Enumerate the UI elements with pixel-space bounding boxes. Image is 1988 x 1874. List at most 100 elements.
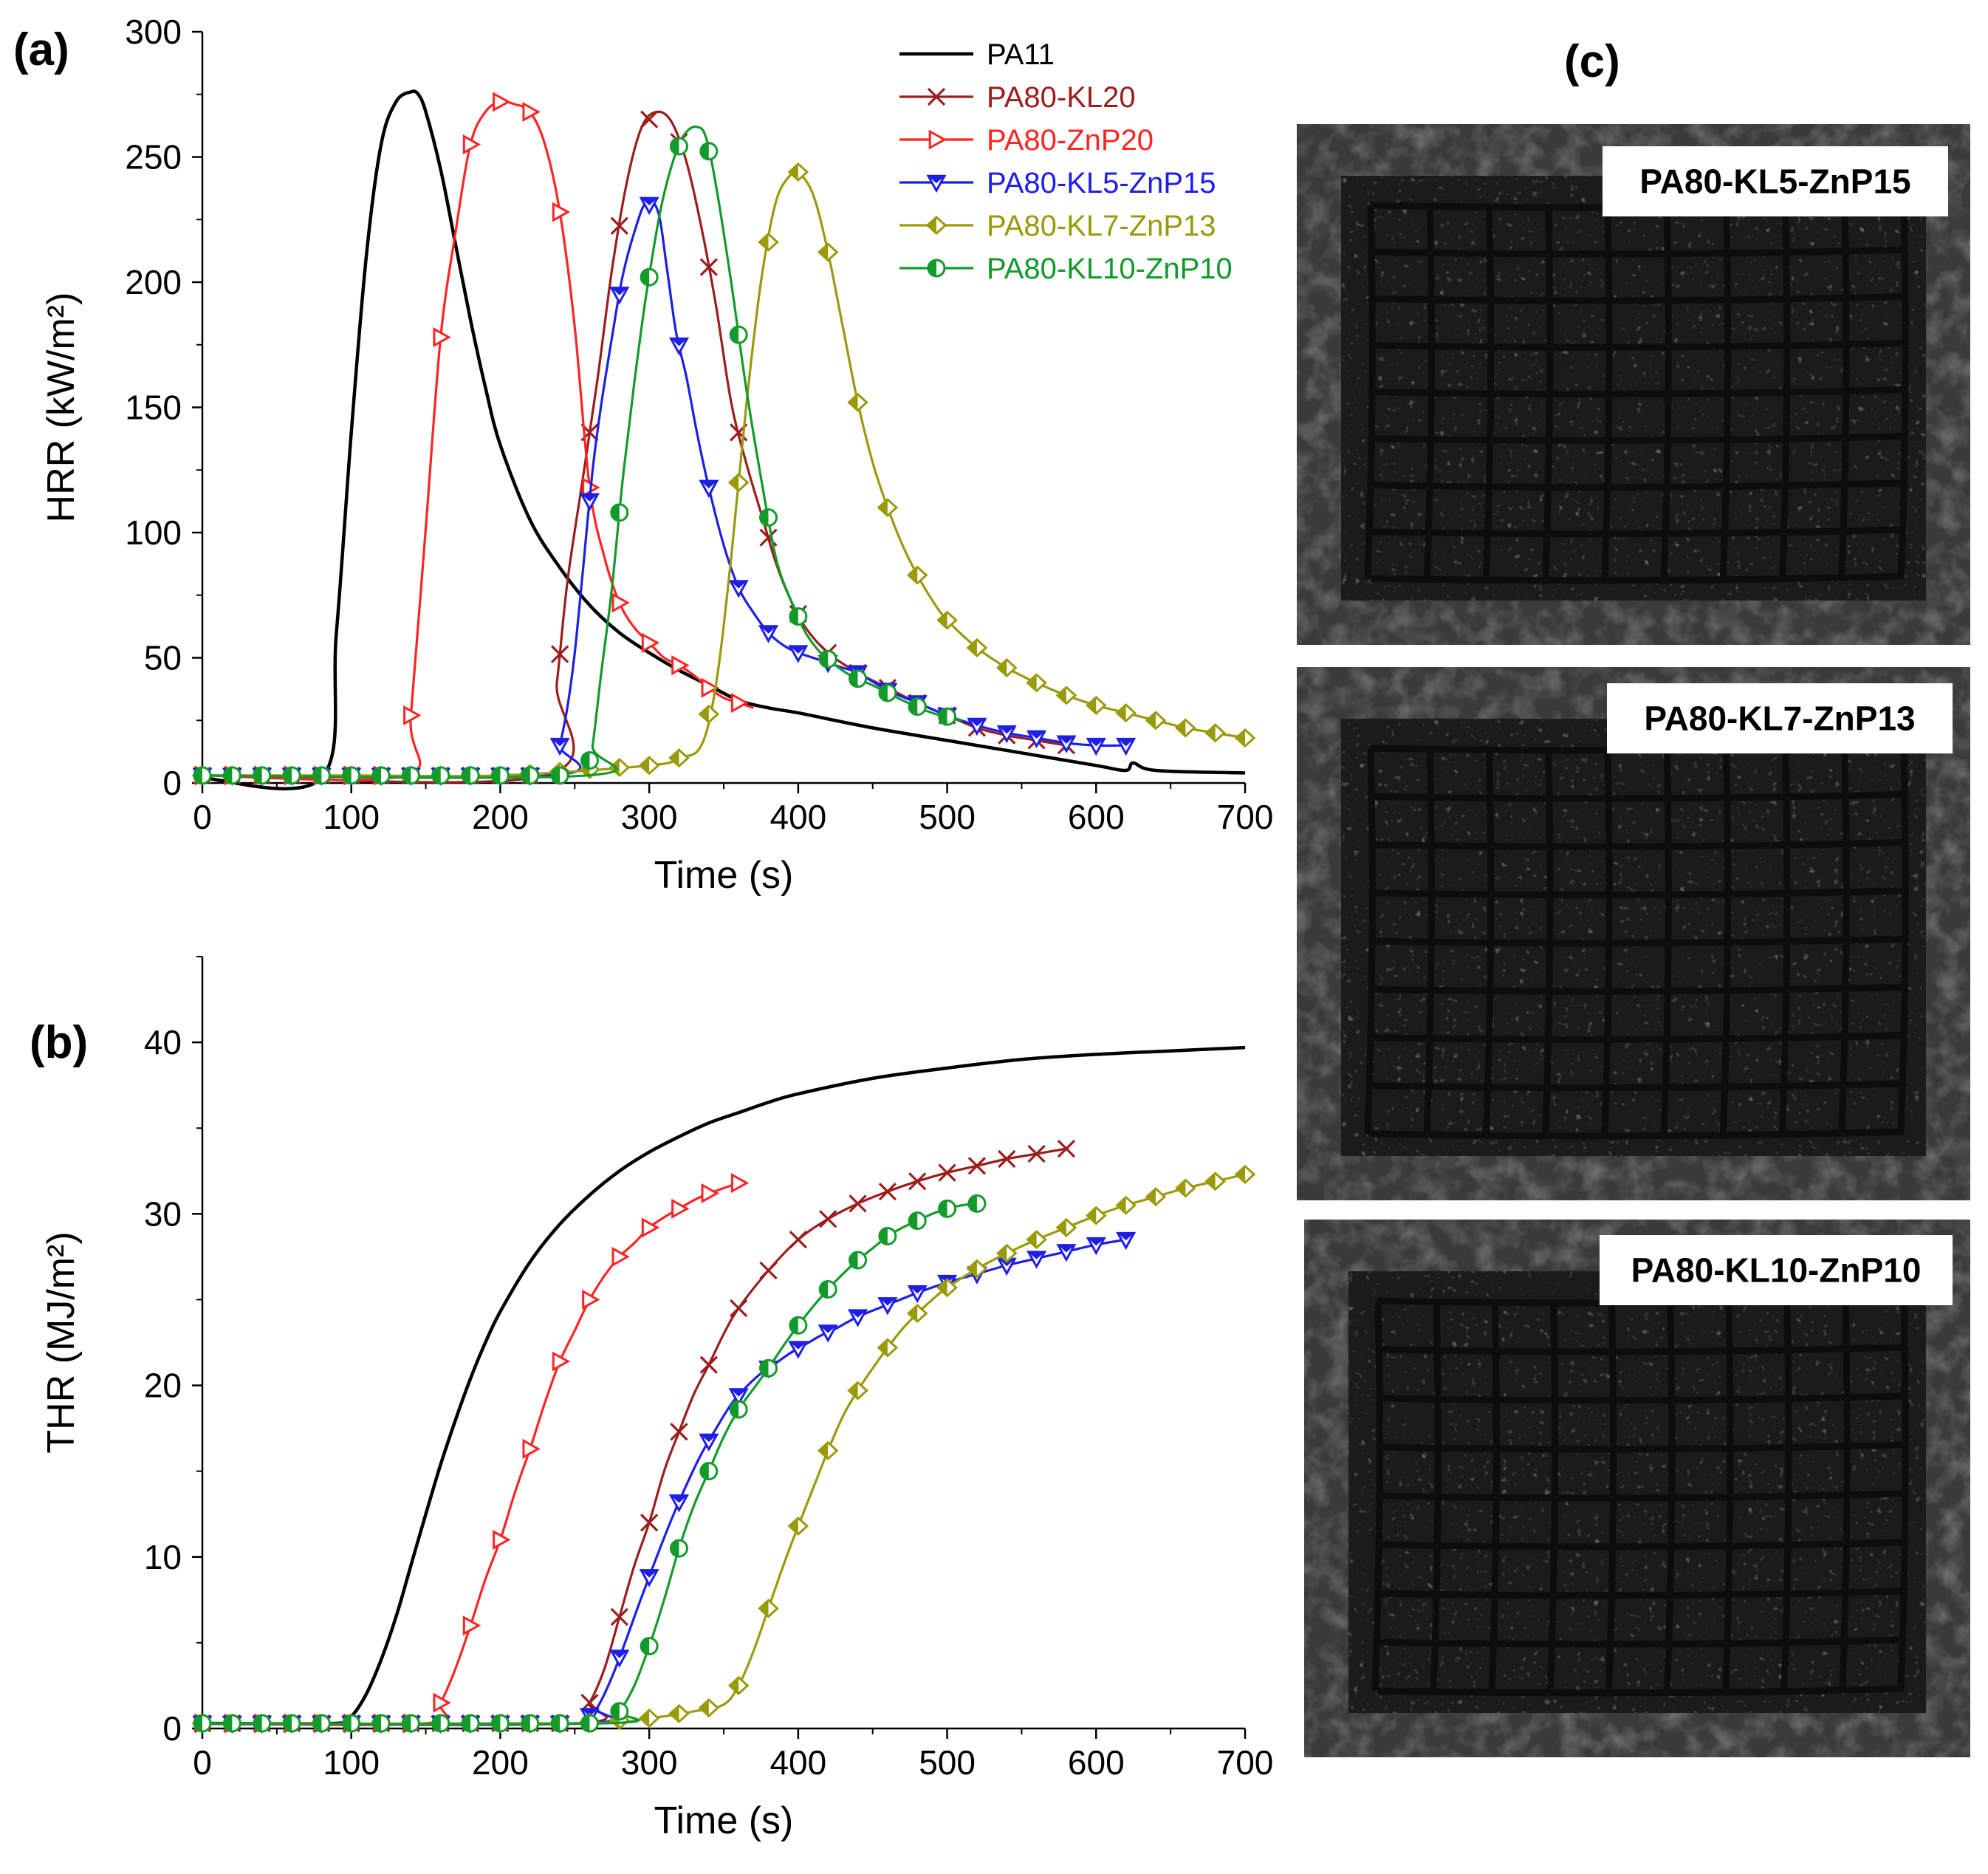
- data-point: [1026, 1251, 1047, 1269]
- data-point: [282, 766, 301, 785]
- data-point: [609, 1649, 630, 1668]
- data-point: [729, 325, 748, 344]
- data-point: [877, 498, 899, 518]
- hrr-series: [191, 89, 1256, 790]
- data-point: [433, 1692, 451, 1713]
- series-PA80-KL5-ZnP15: [192, 1231, 1137, 1734]
- legend-label: PA80-ZnP20: [987, 124, 1154, 157]
- residue-photo: PA80-KL7-ZnP13: [1297, 667, 1970, 1200]
- series-PA80-KL20: [193, 1139, 1076, 1733]
- data-point: [669, 137, 688, 156]
- data-point: [758, 232, 779, 252]
- data-point: [580, 750, 599, 770]
- data-point: [758, 625, 779, 643]
- data-point: [1026, 673, 1047, 693]
- residue-photo: PA80-KL5-ZnP15: [1297, 124, 1970, 645]
- x-tick-label: 400: [770, 1743, 826, 1782]
- data-point: [966, 637, 988, 657]
- data-point: [998, 1149, 1016, 1169]
- data-point: [727, 1675, 750, 1695]
- data-point: [1085, 695, 1107, 715]
- data-point: [906, 1303, 928, 1324]
- data-point: [878, 683, 897, 702]
- x-tick-label: 500: [919, 798, 976, 836]
- data-point: [699, 142, 719, 161]
- legend-label: PA80-KL5-ZnP15: [987, 167, 1216, 199]
- data-point: [461, 766, 480, 785]
- y-tick-label: 10: [144, 1538, 182, 1576]
- data-point: [847, 392, 868, 412]
- data-point: [579, 493, 600, 511]
- data-point: [550, 1714, 569, 1733]
- legend-marker: [925, 215, 947, 236]
- series-PA11: [202, 89, 1246, 790]
- data-point: [1204, 1172, 1226, 1191]
- legend-label: PA11: [987, 38, 1055, 71]
- data-point: [610, 216, 628, 235]
- data-point: [788, 645, 809, 663]
- data-point: [462, 134, 481, 155]
- data-point: [967, 1157, 987, 1175]
- x-tick-label: 100: [323, 798, 380, 836]
- panel-label-a: (a): [13, 24, 69, 75]
- data-point: [699, 1355, 718, 1374]
- data-point: [640, 1514, 659, 1532]
- data-point: [878, 1227, 897, 1246]
- wire-grid: [1371, 1295, 1909, 1697]
- x-tick-label: 700: [1217, 1743, 1274, 1782]
- data-point: [193, 766, 212, 785]
- x-tick-label: 700: [1217, 798, 1274, 836]
- residue-photo: PA80-KL10-ZnP10: [1304, 1220, 1970, 1757]
- series-line: [202, 1181, 739, 1726]
- data-point: [668, 337, 690, 356]
- y-tick-label: 150: [125, 389, 182, 427]
- legend-marker: [927, 259, 946, 278]
- data-point: [342, 1714, 361, 1733]
- data-point: [1056, 1244, 1077, 1262]
- data-point: [1026, 730, 1047, 749]
- data-point: [1234, 1164, 1256, 1184]
- data-point: [730, 1299, 748, 1318]
- data-point: [639, 1569, 659, 1587]
- data-point: [878, 1183, 897, 1201]
- y-tick-label: 50: [144, 639, 182, 677]
- data-point: [877, 1297, 898, 1316]
- legend-label: PA80-KL10-ZnP10: [987, 253, 1233, 285]
- data-point: [610, 503, 629, 522]
- data-point: [580, 1714, 599, 1733]
- legend-item: PA80-KL20: [899, 81, 1136, 114]
- data-point: [1116, 1231, 1137, 1251]
- legend-item: PA80-KL10-ZnP10: [899, 253, 1233, 285]
- data-point: [639, 196, 659, 215]
- legend-marker: [928, 129, 947, 150]
- data-point: [1115, 1195, 1137, 1215]
- series-line: [202, 89, 1246, 790]
- data-point: [493, 92, 511, 112]
- legend-item: PA11: [899, 38, 1055, 71]
- data-point: [730, 692, 750, 714]
- data-point: [789, 607, 808, 626]
- series-line: [202, 1147, 1067, 1726]
- data-point: [1116, 737, 1137, 756]
- panel-label-c: (c): [1564, 36, 1620, 87]
- data-point: [640, 1637, 659, 1656]
- series-PA80-ZnP20: [194, 1172, 750, 1734]
- data-point: [1145, 711, 1167, 731]
- data-point: [849, 1194, 867, 1213]
- hrr-x-axis-label: Time (s): [654, 854, 794, 897]
- y-tick-label: 200: [125, 263, 182, 301]
- data-point: [668, 748, 690, 768]
- data-point: [671, 655, 690, 676]
- data-point: [699, 479, 719, 499]
- data-point: [849, 669, 868, 688]
- data-point: [222, 766, 241, 785]
- data-point: [1055, 1217, 1077, 1237]
- y-tick-label: 30: [144, 1194, 182, 1233]
- y-tick-label: 40: [144, 1023, 182, 1061]
- series-line: [202, 100, 754, 782]
- series-line: [202, 110, 1067, 784]
- photo-label: PA80-KL10-ZnP10: [1631, 1251, 1922, 1290]
- data-point: [908, 1172, 927, 1191]
- data-point: [671, 1198, 690, 1219]
